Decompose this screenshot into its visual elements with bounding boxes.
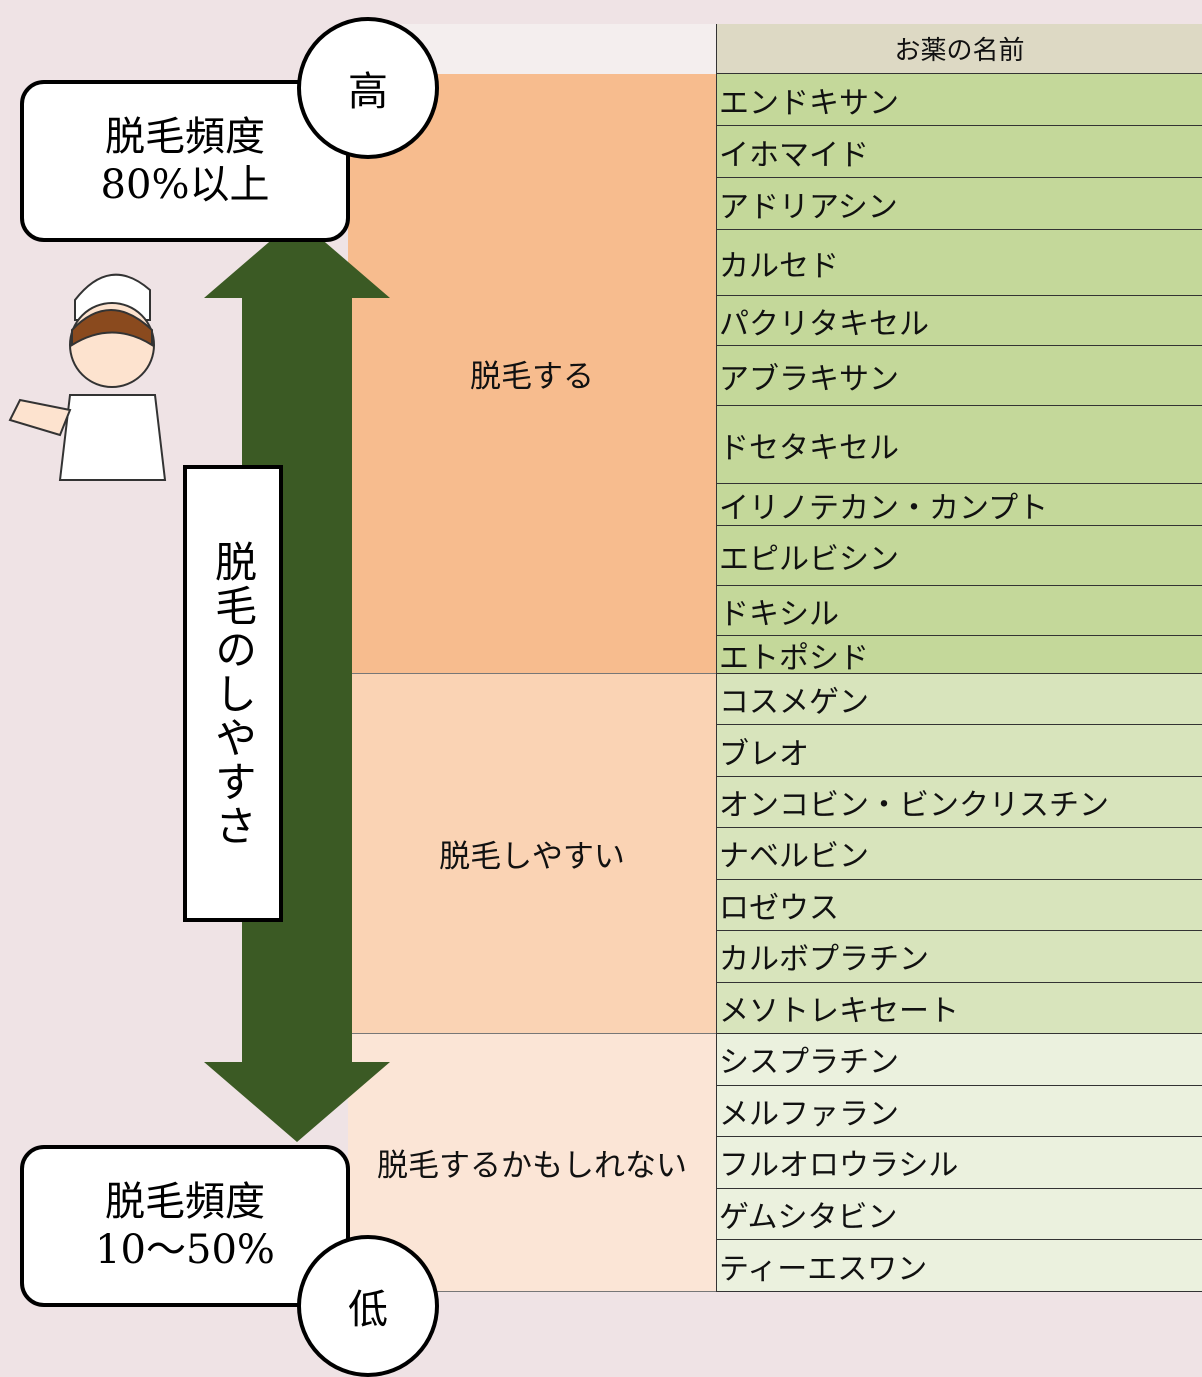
group-label: 脱毛する: [348, 74, 716, 674]
drug-name: ブレオ: [716, 725, 1202, 777]
drug-name: オンコビン・ビンクリスチン: [716, 776, 1202, 829]
drug-name: アブラキサン: [716, 346, 1202, 406]
bottom-box-line1: 脱毛頻度: [105, 1179, 265, 1225]
drug-name: メソトレキセート: [716, 982, 1202, 1034]
drug-name: メルファラン: [716, 1085, 1202, 1138]
drug-name: エピルビシン: [716, 526, 1202, 586]
drug-name: イホマイド: [716, 126, 1202, 178]
drug-name: パクリタキセル: [716, 296, 1202, 346]
low-label: 低: [297, 1235, 439, 1377]
high-label: 高: [297, 17, 439, 159]
nurse-illustration: [8, 273, 167, 481]
axis-label: 脱毛のしやすさ: [183, 465, 283, 922]
top-box-line2: 80%以上: [100, 162, 270, 208]
drug-name: カルセド: [716, 230, 1202, 296]
drug-name: カルボプラチン: [716, 931, 1202, 983]
drug-name: ゲムシタビン: [716, 1188, 1202, 1241]
group-label: 脱毛しやすい: [348, 674, 716, 1034]
bottom-box-line2: 10〜50%: [95, 1227, 275, 1273]
top-box: 脱毛頻度 80%以上: [20, 80, 350, 242]
drug-name: フルオロウラシル: [716, 1137, 1202, 1189]
column-header: お薬の名前: [716, 24, 1202, 74]
drug-name: アドリアシン: [716, 178, 1202, 230]
drug-name: ドセタキセル: [716, 406, 1202, 484]
drug-name: シスプラチン: [716, 1034, 1202, 1086]
top-box-line1: 脱毛頻度: [105, 114, 265, 160]
drug-name: ティーエスワン: [716, 1240, 1202, 1292]
drug-name: イリノテカン・カンプト: [716, 484, 1202, 526]
drug-name: ナベルビン: [716, 828, 1202, 880]
bottom-box: 脱毛頻度 10〜50%: [20, 1145, 350, 1307]
drug-name: エンドキサン: [716, 74, 1202, 126]
drug-name: エトポシド: [716, 636, 1202, 674]
drug-name: ロゼウス: [716, 879, 1202, 932]
drug-name: コスメゲン: [716, 674, 1202, 726]
drug-name: ドキシル: [716, 586, 1202, 636]
